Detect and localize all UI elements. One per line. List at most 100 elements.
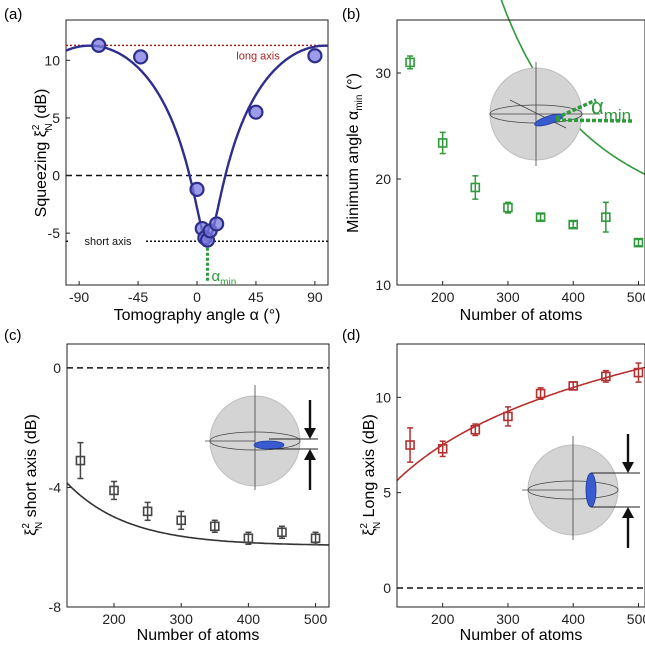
squeezed-state-ellipse-d [585,472,597,508]
panel-b-frame [396,19,645,286]
panel-c-ylabel-suffix: short axis (dB) [23,414,40,522]
panel-d-point [535,388,546,399]
panel-a-ytick-label: 5 [52,110,60,126]
panel-c-ytick-label: 0 [53,360,61,376]
panel-c-point [142,506,153,517]
panel-b-alpha-min-label: αmin [591,94,631,125]
panel-d-axes: 200 300 400 500 0 5 10 [375,389,645,627]
panel-c-axes: 200 300 400 500 -8 -4 0 [49,360,328,627]
panel-a-axes: -90 -45 0 45 90 -5 0 5 10 [44,52,322,305]
panel-c-inset [205,385,318,490]
panel-b-point [568,219,579,230]
panel-c-point [277,527,287,538]
panel-b-inset: αmin [489,62,633,166]
panel-d-ytick-label: 5 [383,485,391,501]
panel-a-xtick-label: -45 [128,289,148,305]
panel-c-points [75,441,321,545]
panel-d-ylabel-prefix: ξ [361,529,378,536]
panel-a-fit-curve [65,44,328,243]
panel-d-xtick-label: 500 [627,611,645,627]
panel-a-xtick-label: 90 [307,289,323,305]
panel-c-ylabel-sup: 2 [21,523,32,529]
panel-b-ylabel-sub: min [354,95,365,111]
panel-c-ylabel-sub: N [34,522,45,529]
panel-c-fit-curve [66,482,329,546]
panel-d-xlabel: Number of atoms [460,627,583,644]
panel-c-xlabel: Number of atoms [137,627,260,644]
panel-c-label: (c) [4,327,22,344]
panel-a-ylabel-suffix: (dB) [33,89,50,124]
panel-c-point [243,533,254,544]
panel-b-ylabel: Minimum angle αmin (°) [345,73,365,233]
bloch-y-axis-b [509,99,567,129]
panel-c-ytick-label: -4 [49,479,62,495]
panel-d-inset [522,434,640,548]
panel-b-xtick-label: 400 [562,289,586,305]
panel-c-ytick-label: -8 [49,599,62,615]
panel-d-point [437,444,448,454]
panel-b: (b) αmin 200300400500102030 Number of at… [342,0,645,324]
panel-d: (d) 200 300 400 500 0 5 10 Number of atoms ξ2N… [342,327,645,644]
panel-b-point [535,212,546,222]
panel-b-label: (b) [342,6,360,23]
alpha-min-ray-upper [555,98,597,120]
panel-a-alpha-min-label: αmin [211,268,236,288]
panel-b-points [405,55,644,248]
panel-b-ytick-label: 10 [375,277,391,293]
panel-d-ylabel: ξ2 N Long axis (dB) [359,414,383,536]
panel-d-point [405,440,415,450]
down-arrow-head-c [304,428,316,439]
panel-b-xtick-label: 500 [627,289,645,305]
panel-a-ylabel-sub: N [44,123,55,130]
panel-d-point [470,424,481,435]
panel-a: (a) long axis short axis -90 -45 0 45 90 -5 0 5 1… [4,6,329,324]
panel-a-point [248,104,264,120]
panel-a-xlabel: Tomography angle α (°) [114,307,281,324]
panel-a-alpha-symbol: α [211,268,220,285]
panel-c-xtick-label: 400 [237,611,261,627]
short-axis-label-bg [70,232,144,249]
panel-a-reference-lines: long axis short axis [66,44,328,249]
panel-a-point [209,216,225,232]
panel-d-xtick-label: 300 [496,611,520,627]
panel-a-ylabel-sup: 2 [31,124,42,130]
panel-b-xlabel: Number of atoms [460,307,583,324]
panel-b-point [601,212,611,222]
panel-a-label: (a) [4,6,22,23]
short-axis-label: short axis [84,236,132,248]
panel-b-xtick-label: 200 [431,289,455,305]
alpha-min-ray-lower [555,118,633,123]
panel-b-xtick-label: 300 [496,289,520,305]
panel-d-point [601,371,611,382]
panel-c-ylabel: ξ2 N short axis (dB) [21,414,45,536]
panel-c: (c) 200 300 400 500 -8 -4 0 Number of atoms ξ2… [4,327,330,644]
panel-a-ytick-label: 10 [44,52,60,68]
panel-c-xtick-label: 300 [170,611,194,627]
panel-a-point [307,48,323,64]
panel-c-point [209,521,220,532]
panel-b-alpha-sub: min [604,106,631,125]
panel-b-alpha-symbol: α [591,94,604,119]
panel-a-ytick-label: -5 [48,225,61,241]
panel-a-ylabel-prefix: Squeezing ξ [33,130,50,217]
long-axis-label: long axis [236,50,280,62]
panel-a-xtick-label: -90 [69,289,89,305]
panel-a-point [189,181,205,197]
panel-b-ytick-label: 20 [375,171,391,187]
panel-b-axes: 200 300 400 500 10 20 30 [375,65,645,305]
panel-d-point [633,367,644,378]
up-arrow-head-d [622,507,634,518]
panel-d-ylabel-sup: 2 [359,523,370,529]
panel-d-points [405,362,644,463]
panel-a-xtick-label: 45 [248,289,264,305]
panel-c-point [109,485,119,496]
panel-c-point [176,515,187,526]
panel-b-point [470,182,481,193]
panel-c-xtick-label: 500 [304,611,328,627]
panel-c-point [75,455,86,466]
panel-c-xtick-label: 200 [102,611,126,627]
panel-b-ytick-label: 30 [375,65,391,81]
panel-d-xtick-label: 400 [562,611,586,627]
panel-d-ytick-label: 10 [375,389,391,405]
